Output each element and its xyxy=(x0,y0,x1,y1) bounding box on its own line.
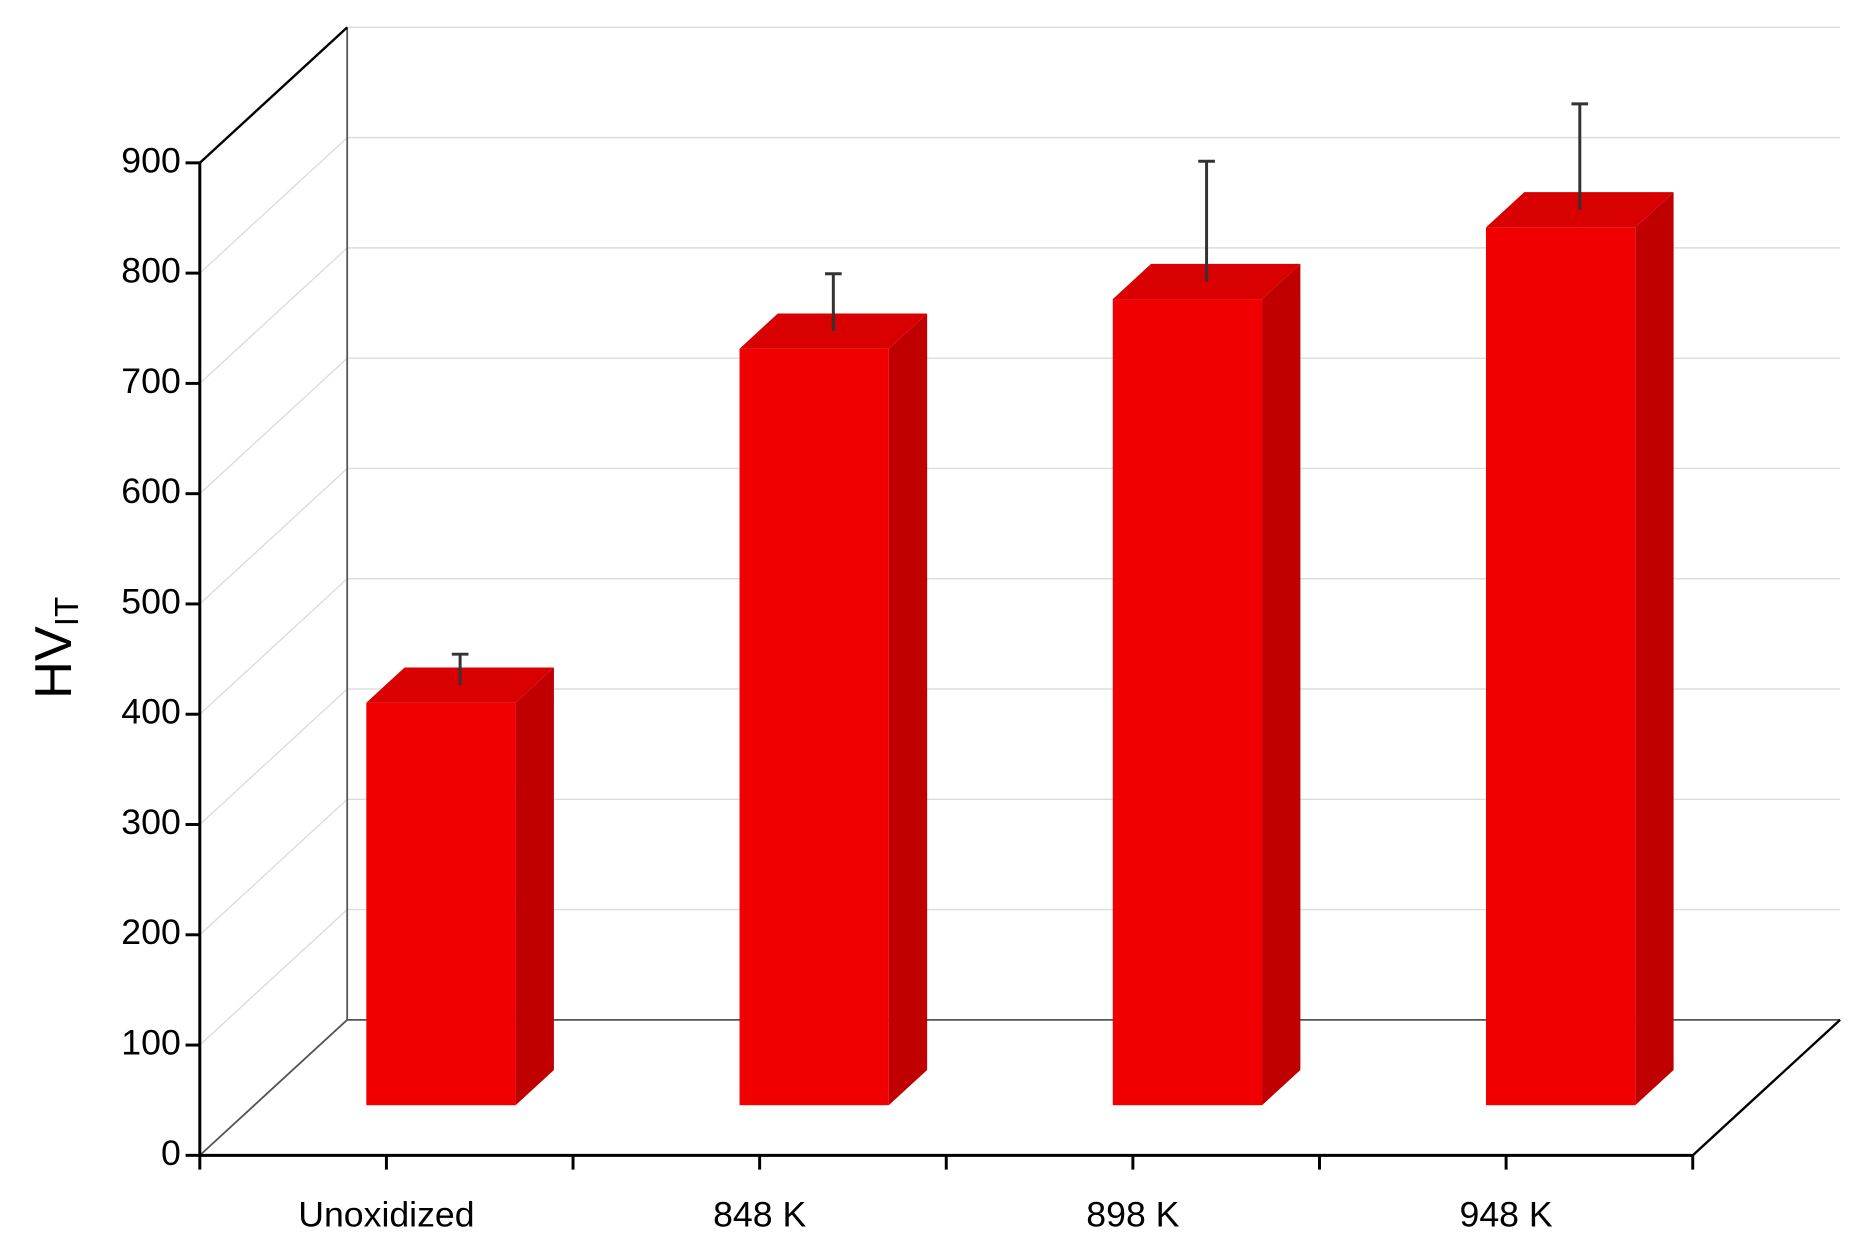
error-bar xyxy=(451,652,469,686)
grid-line xyxy=(199,578,348,715)
grid-line xyxy=(199,357,348,495)
bar xyxy=(739,348,889,1106)
bar-top xyxy=(366,667,554,703)
grid-line xyxy=(199,467,348,605)
bar xyxy=(1485,227,1636,1106)
y-axis-label: HVIT xyxy=(25,597,86,699)
y-axis-label-main: HV xyxy=(25,626,83,699)
grid-line xyxy=(199,688,348,826)
bar-side xyxy=(515,667,554,1106)
y-tick-label: 900 xyxy=(121,140,180,180)
bar xyxy=(366,702,516,1106)
y-tick-label: 200 xyxy=(121,912,180,952)
grid-line xyxy=(199,798,348,936)
left-wall-edge xyxy=(199,26,349,164)
y-tick-label: 500 xyxy=(121,581,180,621)
y-tick-label: 600 xyxy=(121,471,180,511)
bar-side xyxy=(1635,192,1674,1106)
bar-top xyxy=(1112,263,1301,300)
grid-line xyxy=(199,137,348,274)
grid-line xyxy=(199,909,348,1046)
bar xyxy=(1112,299,1263,1106)
grid-line xyxy=(199,247,348,384)
x-tick-label: 848 K xyxy=(713,1195,806,1235)
y-tick-label: 700 xyxy=(121,361,180,401)
y-tick-label: 400 xyxy=(121,692,180,732)
y-tick-label: 100 xyxy=(121,1022,180,1062)
error-bar xyxy=(825,272,842,332)
floor-edge xyxy=(1691,1018,1841,1157)
grid-line xyxy=(199,1019,348,1157)
x-tick-label: Unoxidized xyxy=(298,1195,474,1235)
y-tick-label: 0 xyxy=(161,1133,181,1173)
error-bar xyxy=(1571,102,1589,210)
x-tick-label: 898 K xyxy=(1086,1195,1179,1235)
y-tick-label: 800 xyxy=(121,251,180,291)
y-axis-label-sub: IT xyxy=(49,597,86,627)
error-bar xyxy=(1198,159,1215,282)
bar-side xyxy=(1262,263,1301,1106)
bar-side xyxy=(888,313,928,1106)
x-tick-label: 948 K xyxy=(1460,1195,1553,1235)
y-tick-label: 300 xyxy=(121,802,180,842)
